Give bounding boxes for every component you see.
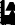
Point — [4, 21, 5, 22]
Point — [10, 21, 11, 22]
Point — [10, 21, 11, 22]
Point — [4, 21, 5, 22]
Point — [11, 18, 12, 19]
